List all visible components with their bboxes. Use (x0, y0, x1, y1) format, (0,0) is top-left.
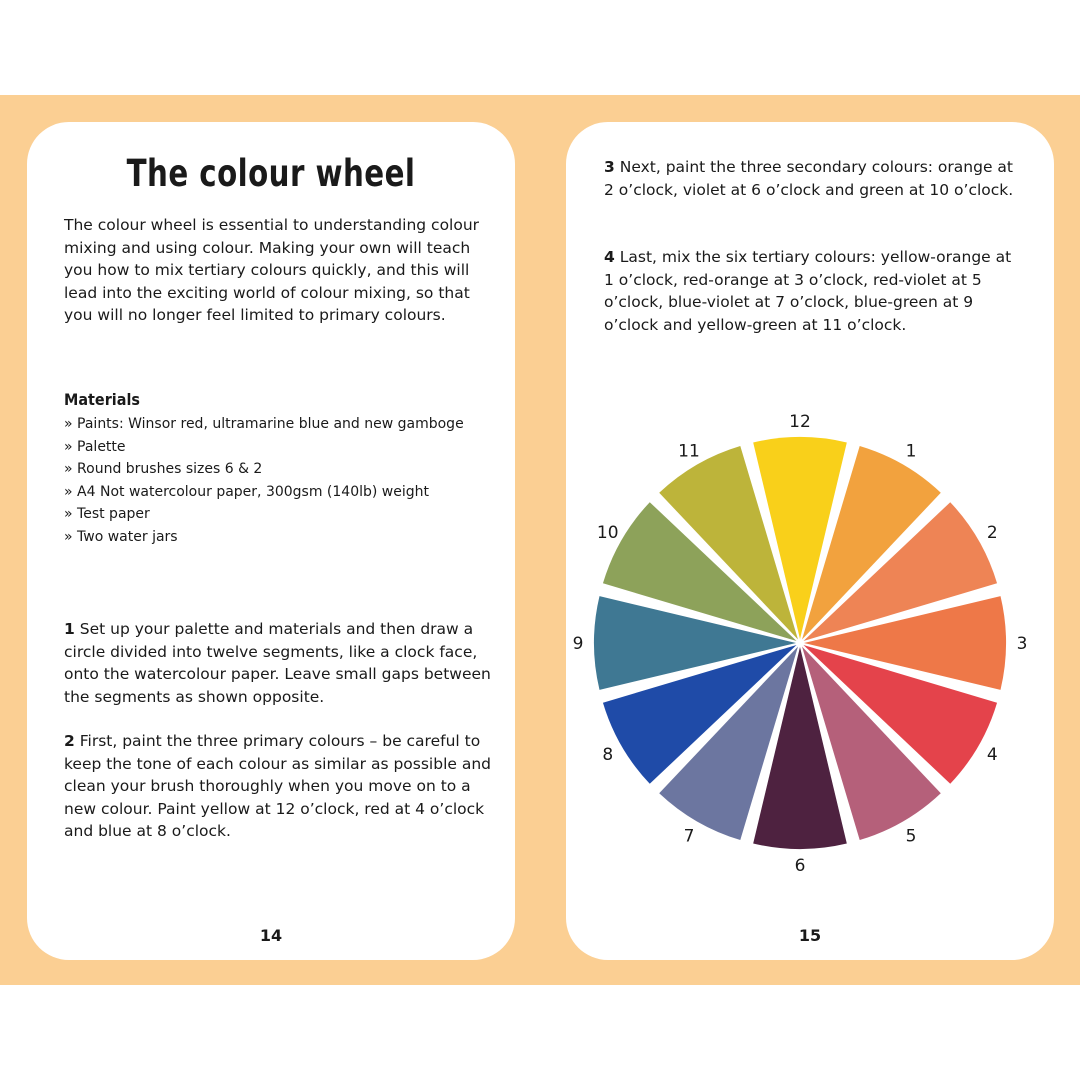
step-3: 3 Next, paint the three secondary colour… (604, 156, 1024, 201)
materials-heading: Materials (64, 390, 140, 409)
clock-label: 11 (678, 442, 700, 462)
step-text: Set up your palette and materials and th… (64, 620, 491, 706)
bullet-icon: » (64, 483, 73, 500)
wheel-segment-6 (753, 647, 847, 849)
wheel-segment-2 (803, 502, 998, 641)
wheel-segment-12 (753, 436, 847, 639)
left-page: The colour wheel The colour wheel is ess… (27, 122, 515, 960)
step-1: 1 Set up your palette and materials and … (64, 618, 494, 708)
page-number: 15 (798, 926, 822, 945)
wheel-segment-7 (659, 646, 798, 841)
page-number: 14 (259, 926, 283, 945)
materials-item-text: Two water jars (77, 528, 178, 545)
materials-item: » A4 Not watercolour paper, 300gsm (140l… (64, 481, 464, 504)
materials-item-text: Palette (77, 438, 126, 455)
wheel-segment-1 (802, 445, 941, 640)
wheel-segment-11 (659, 445, 798, 640)
clock-label: 3 (1017, 634, 1028, 654)
step-2: 2 First, paint the three primary colours… (64, 730, 504, 843)
intro-text: The colour wheel is essential to underst… (64, 216, 480, 324)
step-number: 2 (64, 732, 75, 750)
materials-item-text: Paints: Winsor red, ultramarine blue and… (77, 416, 464, 432)
wheel-segment-3 (804, 596, 1006, 690)
materials-item: » Round brushes sizes 6 & 2 (64, 458, 464, 481)
wheel-segment-8 (602, 645, 797, 784)
clock-label: 9 (573, 634, 584, 654)
clock-label: 8 (602, 745, 613, 765)
step-text: First, paint the three primary colours –… (64, 732, 492, 840)
clock-label: 10 (597, 523, 619, 543)
clock-label: 1 (906, 442, 917, 462)
page-title: The colour wheel (126, 152, 416, 195)
bullet-icon: » (64, 506, 73, 522)
step-4: 4 Last, mix the six tertiary colours: ye… (604, 246, 1024, 336)
step-number: 1 (64, 620, 75, 638)
bullet-icon: » (64, 528, 73, 545)
wheel-segment-9 (594, 596, 796, 690)
bullet-icon: » (64, 438, 73, 455)
step-number: 3 (604, 158, 615, 176)
clock-label: 7 (684, 826, 695, 846)
clock-label: 12 (789, 412, 811, 432)
bullet-icon: » (64, 461, 73, 477)
materials-item: » Test paper (64, 503, 464, 526)
wheel-segment-10 (602, 502, 797, 641)
clock-label: 5 (906, 826, 917, 846)
materials-item: » Two water jars (64, 526, 464, 549)
clock-label: 2 (987, 523, 998, 543)
clock-label: 4 (987, 745, 998, 765)
step-number: 4 (604, 248, 615, 266)
materials-item: » Palette (64, 436, 464, 459)
materials-item-text: Test paper (77, 506, 150, 522)
wheel-segment-5 (802, 646, 941, 841)
materials-item-text: A4 Not watercolour paper, 300gsm (140lb)… (77, 483, 430, 500)
clock-label: 6 (795, 856, 806, 876)
materials-item-text: Round brushes sizes 6 & 2 (77, 461, 263, 477)
wheel-segment-4 (803, 645, 998, 784)
step-text: Last, mix the six tertiary colours: yell… (604, 248, 1012, 334)
materials-item: » Paints: Winsor red, ultramarine blue a… (64, 413, 464, 436)
materials-list: » Paints: Winsor red, ultramarine blue a… (64, 413, 464, 548)
bullet-icon: » (64, 416, 73, 432)
step-text: Next, paint the three secondary colours:… (604, 158, 1014, 199)
